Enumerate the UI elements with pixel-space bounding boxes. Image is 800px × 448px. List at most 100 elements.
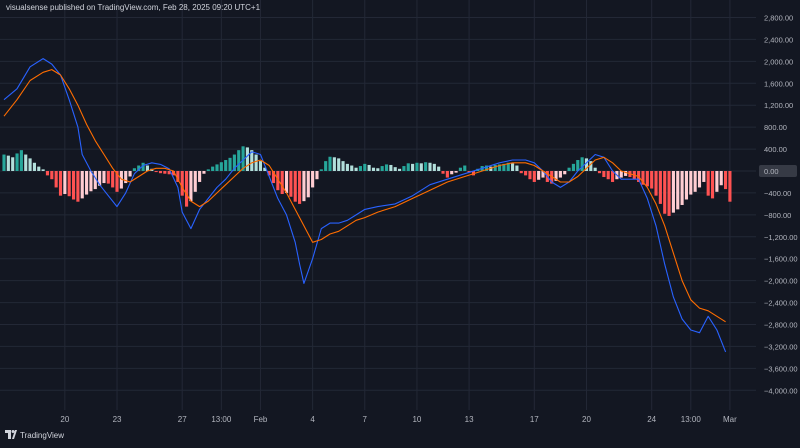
- histogram-bar: [124, 170, 128, 184]
- histogram-bar: [32, 162, 36, 171]
- histogram-bar: [350, 165, 354, 171]
- histogram-bar: [645, 170, 649, 187]
- histogram-bar: [202, 170, 206, 174]
- histogram-bar: [154, 170, 158, 173]
- histogram-bar: [450, 170, 454, 175]
- histogram-bar: [93, 170, 97, 190]
- histogram-bar: [458, 167, 462, 171]
- y-tick-label: −2,000.00: [764, 277, 798, 286]
- brand-text: TradingView: [20, 430, 65, 440]
- grid-lines: [0, 0, 756, 410]
- histogram-bar: [445, 170, 449, 178]
- histogram-bar: [206, 169, 210, 171]
- histogram-bar: [11, 157, 15, 171]
- histogram-bar: [567, 167, 571, 171]
- histogram-bar: [319, 169, 323, 171]
- histogram-bar: [67, 170, 71, 197]
- histogram-bar: [19, 150, 23, 171]
- histogram-bar: [484, 165, 489, 171]
- histogram-bar: [693, 170, 697, 192]
- line-series: [3, 58, 727, 353]
- histogram-bar: [576, 160, 580, 171]
- histogram-bar: [171, 170, 176, 176]
- histogram-bar: [419, 163, 423, 171]
- x-tick-label: 17: [530, 415, 539, 424]
- histogram-bar: [237, 150, 241, 171]
- histogram-bar: [541, 170, 545, 178]
- x-tick-label: 24: [647, 415, 656, 424]
- histogram-bar: [180, 170, 184, 196]
- histogram-bar: [345, 163, 349, 171]
- histogram-bar: [276, 170, 280, 191]
- histogram-bar: [619, 170, 623, 178]
- histogram-bar: [271, 170, 276, 184]
- histogram-bar: [98, 170, 102, 186]
- histogram-bar: [258, 161, 263, 171]
- histogram-bar: [324, 161, 328, 171]
- histogram-bar: [102, 170, 106, 184]
- histogram-bar: [528, 170, 532, 180]
- histogram-bar: [185, 170, 189, 207]
- histogram-bar: [558, 170, 562, 178]
- price-axis[interactable]: 2,800.00 2,400.00 2,000.00 1,600.00 1,200.00…: [759, 13, 798, 395]
- y-tick-label: −800.00: [764, 211, 791, 220]
- histogram-bar: [50, 170, 54, 180]
- histogram-bar: [254, 154, 258, 171]
- histogram-bar: [41, 169, 45, 171]
- histogram-bar: [232, 154, 236, 171]
- histogram-bar: [497, 164, 502, 171]
- x-tick-label: 13: [465, 415, 474, 424]
- histogram-bar: [37, 166, 41, 171]
- histogram-bar: [24, 154, 28, 171]
- tradingview-logo-icon: [5, 430, 17, 439]
- histogram-bar: [393, 167, 397, 171]
- histogram-bar: [724, 170, 728, 190]
- histogram-bar: [606, 170, 610, 180]
- signal-line: [3, 69, 726, 323]
- histogram-bar: [54, 170, 58, 188]
- time-axis[interactable]: 20 23 27 13:00 Feb 4 7 10 13 17 20 24 13:00 Mar: [60, 415, 737, 424]
- histogram-bar: [424, 162, 428, 171]
- y-tick-label: 2,400.00: [764, 35, 793, 44]
- histogram-bar: [376, 168, 380, 171]
- histogram-bar: [428, 162, 432, 171]
- y-tick-label: 400.00: [764, 145, 787, 154]
- histogram-bar: [563, 170, 567, 175]
- histogram-bar: [280, 170, 284, 195]
- histogram-bar: [441, 170, 445, 174]
- x-tick-label: 20: [582, 415, 591, 424]
- histogram-bar: [663, 170, 667, 214]
- x-tick-label: 13:00: [681, 415, 702, 424]
- histogram-bar: [654, 170, 658, 196]
- histogram-bar: [267, 170, 271, 176]
- histogram-bar: [389, 164, 393, 171]
- y-tick-label: −3,200.00: [764, 342, 798, 351]
- histogram-bar: [697, 170, 702, 188]
- histogram-bar: [71, 170, 76, 200]
- histogram-bar: [215, 164, 219, 171]
- y-tick-label: −1,600.00: [764, 255, 798, 264]
- histogram-bar: [384, 164, 389, 171]
- histogram-bar: [328, 156, 332, 171]
- histogram-bar: [550, 170, 554, 184]
- zero-label-badge: [759, 164, 797, 177]
- histogram-bar: [167, 170, 171, 175]
- histogram-bar: [241, 146, 245, 171]
- histogram-bar: [358, 166, 363, 171]
- histogram-bar: [128, 170, 132, 177]
- histogram-bar: [684, 170, 689, 200]
- histogram-bar: [702, 170, 706, 182]
- histogram-bar: [554, 170, 558, 181]
- x-tick-label: 7: [363, 415, 368, 424]
- x-tick-label: 10: [412, 415, 421, 424]
- histogram-bar: [354, 167, 358, 171]
- histogram-bar: [728, 170, 732, 202]
- tradingview-brand[interactable]: TradingView: [5, 429, 64, 441]
- footer-bar: [0, 426, 800, 443]
- histogram-bar: [671, 170, 675, 213]
- histogram-bar: [593, 167, 597, 171]
- histogram-bar: [471, 170, 476, 176]
- y-tick-label: 0.00: [764, 167, 779, 176]
- histogram-bar: [415, 162, 419, 171]
- y-tick-label: 2,800.00: [764, 13, 793, 22]
